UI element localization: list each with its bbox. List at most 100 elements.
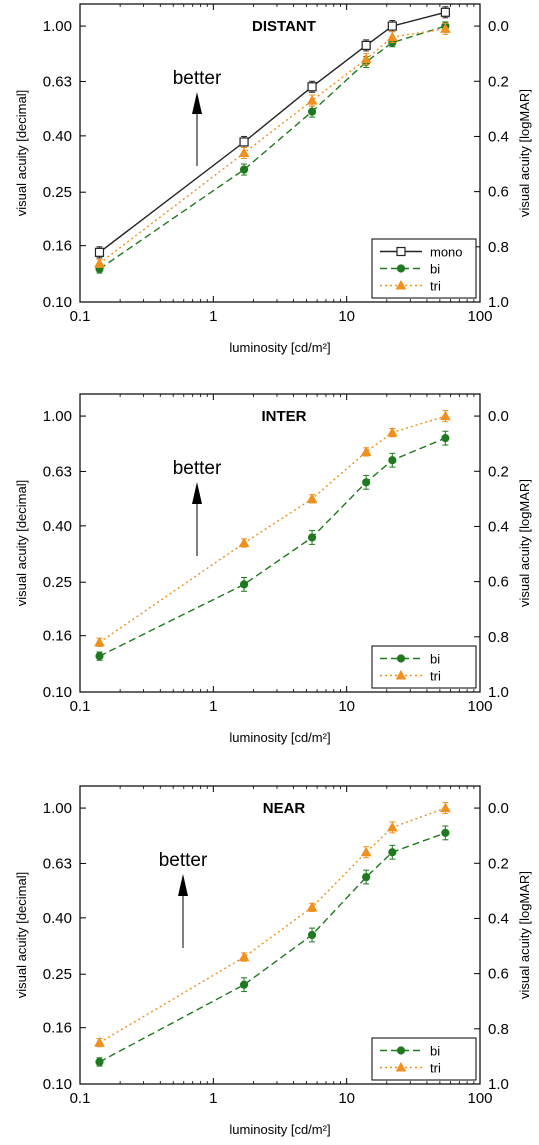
y-right-tick-label: 1.0 [488, 1076, 509, 1093]
marker-p2-s2-3 [306, 493, 318, 503]
marker-p1-s3-5 [386, 31, 398, 42]
legend-label-bi: bi [430, 1044, 440, 1059]
marker-p2-s2-4 [360, 446, 372, 456]
y-right-tick-label: 0.6 [488, 184, 509, 201]
marker-p2-s2-2 [238, 537, 250, 547]
x-axis-label: luminosity [cd/m²] [229, 1122, 330, 1137]
y-tick-label: 0.10 [43, 294, 72, 311]
marker-p2-s1-2 [239, 580, 249, 589]
marker-p3-s2-4 [360, 846, 372, 857]
legend-box [371, 1037, 477, 1081]
x-tick-label: 10 [338, 698, 355, 715]
series-line-tri [99, 807, 446, 1044]
marker-p3-s10-1 [396, 1046, 406, 1055]
y-tick-label: 0.40 [43, 128, 72, 145]
x-axis-label: luminosity [cd/m²] [229, 340, 330, 355]
better-arrow-head [192, 482, 202, 504]
y-axis-label: visual acuity [decimal] [14, 90, 29, 216]
y-right-tick-label: 0.2 [488, 855, 509, 872]
series-line-mono [99, 11, 446, 253]
marker-p2-s1-6 [441, 434, 450, 443]
legend-box [371, 645, 477, 689]
marker-p2-s1-3 [307, 533, 317, 542]
x-tick-label: 100 [467, 1090, 492, 1107]
marker-p3-s1-6 [441, 828, 450, 838]
y-tick-label: 0.63 [43, 855, 72, 872]
series-line-bi [99, 832, 446, 1063]
x-tick-label: 100 [467, 308, 492, 325]
panel-title: DISTANT [252, 18, 316, 35]
marker-p2-s10-2 [395, 669, 407, 680]
y-right-tick-label: 0.8 [488, 629, 509, 646]
marker-p3-s2-6 [440, 802, 451, 813]
y-tick-label: 0.40 [43, 910, 72, 927]
better-arrow-head [192, 92, 202, 114]
marker-p1-s1-6 [440, 7, 450, 17]
chart-panel-inter: 0.1 1 10 100 0.10 0.16 0.25 0.40 0.63 1.00 0.0 0.2 0… [14, 393, 532, 745]
marker-p1-s3-3 [306, 95, 318, 105]
marker-p1-s1-1 [94, 247, 105, 257]
legend-box [371, 238, 477, 299]
marker-p3-s1-2 [239, 980, 249, 989]
y-right-tick-label: 0.0 [488, 800, 509, 817]
marker-p1-s2-3 [307, 107, 317, 116]
marker-p3-s2-1 [94, 1037, 105, 1047]
better-annotation: better [173, 68, 222, 89]
y-right-tick-label: 0.8 [488, 239, 509, 256]
marker-p3-s2-3 [306, 901, 318, 912]
marker-p1-s3-1 [94, 257, 105, 268]
y-tick-label: 0.63 [43, 463, 72, 480]
legend-label-tri: tri [430, 279, 441, 294]
better-annotation: better [173, 458, 222, 479]
marker-p2-s2-6 [440, 410, 451, 421]
y-axis-label: visual acuity [decimal] [14, 480, 29, 606]
y-right-tick-label: 1.0 [488, 684, 509, 701]
y-tick-label: 1.00 [43, 408, 72, 425]
y-right-tick-label: 0.0 [488, 18, 509, 35]
y-right-tick-label: 0.2 [488, 463, 509, 480]
marker-p1-s1-3 [307, 82, 317, 92]
x-tick-label: 0.1 [70, 698, 91, 715]
marker-p1-s3-6 [440, 23, 451, 33]
y-tick-label: 0.16 [43, 1020, 72, 1037]
y-right-axis-label: visual acuity [logMAR] [517, 871, 532, 999]
y-tick-label: 0.63 [43, 73, 72, 90]
plot-frame [79, 785, 481, 1085]
marker-p2-s10-1 [396, 654, 406, 663]
x-tick-label: 0.1 [70, 1090, 91, 1107]
series-line-tri [99, 415, 446, 643]
y-right-tick-label: 0.4 [488, 518, 509, 535]
y-tick-label: 0.10 [43, 684, 72, 701]
y-tick-label: 0.16 [43, 628, 72, 645]
x-tick-label: 1 [209, 698, 217, 715]
y-axis-label: visual acuity [decimal] [14, 872, 29, 998]
y-right-tick-label: 1.0 [488, 294, 509, 311]
marker-p1-s1-2 [239, 137, 249, 147]
y-tick-label: 0.40 [43, 518, 72, 535]
y-tick-label: 0.25 [43, 184, 72, 201]
x-tick-label: 10 [338, 308, 355, 325]
marker-p2-s2-5 [386, 427, 398, 437]
x-tick-label: 1 [209, 1090, 217, 1107]
marker-p2-s2-1 [94, 636, 105, 647]
marker-p1-s1-5 [387, 21, 397, 31]
marker-p2-s1-5 [388, 456, 397, 465]
x-tick-label: 1 [209, 308, 217, 325]
better-arrow-head [178, 874, 188, 896]
series-line-tri [99, 28, 446, 264]
marker-p1-s1-4 [361, 40, 371, 50]
marker-p3-s1-1 [95, 1057, 104, 1067]
better-annotation: better [159, 850, 208, 871]
marker-p1-s3-2 [238, 147, 250, 157]
y-right-tick-label: 0.6 [488, 574, 509, 591]
y-tick-label: 1.00 [43, 800, 72, 817]
marker-p2-s1-1 [95, 652, 104, 661]
panel-title: INTER [262, 408, 307, 425]
plot-frame [79, 3, 481, 303]
marker-p3-s2-2 [238, 951, 250, 962]
marker-p3-s2-5 [386, 821, 398, 832]
y-tick-label: 0.25 [43, 574, 72, 591]
y-right-tick-label: 0.0 [488, 408, 509, 425]
y-right-tick-label: 0.8 [488, 1021, 509, 1038]
